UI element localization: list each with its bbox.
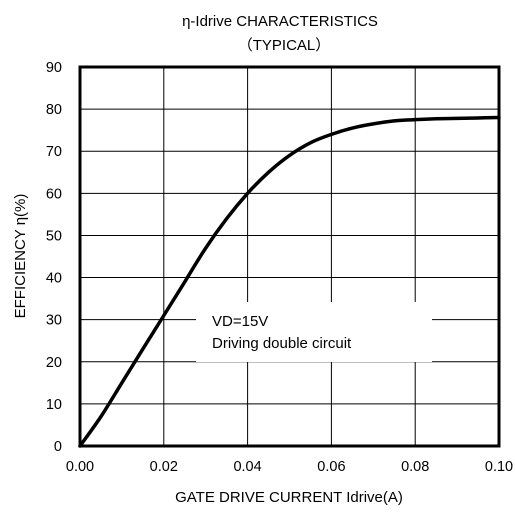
y-tick-label: 0 xyxy=(54,439,62,455)
grid-lines xyxy=(80,67,499,446)
x-tick-labels: 0.00 0.02 0.04 0.06 0.08 0.10 xyxy=(66,459,513,475)
x-tick-label: 0.04 xyxy=(233,459,261,475)
annotation-box: VD=15V Driving double circuit xyxy=(196,302,432,362)
efficiency-curve xyxy=(78,115,501,448)
x-tick-label: 0.08 xyxy=(401,459,429,475)
y-tick-label: 90 xyxy=(46,60,62,76)
x-tick-label: 0.02 xyxy=(150,459,178,475)
annotation-circuit: Driving double circuit xyxy=(212,335,352,352)
y-tick-labels: 0 10 20 30 40 50 60 70 80 90 xyxy=(46,60,62,455)
y-tick-label: 70 xyxy=(46,144,62,160)
plot-frame xyxy=(78,65,501,448)
y-tick-label: 30 xyxy=(46,313,62,329)
x-tick-label: 0.10 xyxy=(485,459,513,475)
annotation-vd: VD=15V xyxy=(212,313,268,330)
y-tick-label: 80 xyxy=(46,102,62,118)
chart-title: η-Idrive CHARACTERISTICS xyxy=(182,13,378,30)
y-tick-label: 50 xyxy=(46,228,62,244)
chart-subtitle: （TYPICAL） xyxy=(238,37,331,54)
x-tick-label: 0.00 xyxy=(66,459,94,475)
y-tick-label: 40 xyxy=(46,271,62,287)
y-tick-label: 10 xyxy=(46,397,62,413)
x-axis-label: GATE DRIVE CURRENT Idrive(A) xyxy=(175,489,403,506)
y-tick-label: 60 xyxy=(46,186,62,202)
series-layer xyxy=(78,115,501,448)
x-tick-label: 0.06 xyxy=(317,459,345,475)
y-axis-label: EFFICIENCY η(%) xyxy=(12,194,29,319)
y-tick-label: 20 xyxy=(46,355,62,371)
